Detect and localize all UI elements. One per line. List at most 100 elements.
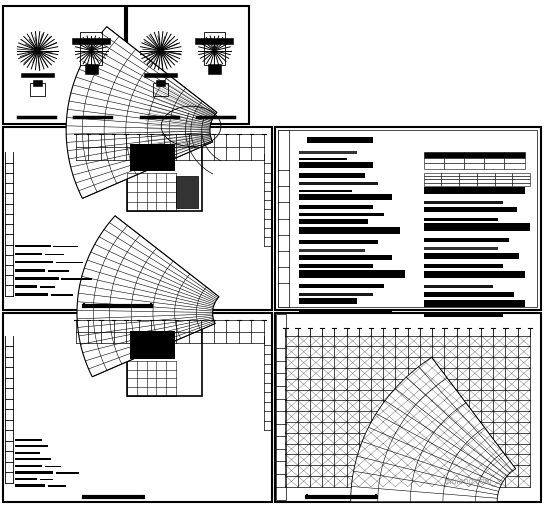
Bar <box>15 445 48 447</box>
Bar <box>444 153 464 158</box>
Bar <box>299 182 379 185</box>
Bar <box>48 485 66 487</box>
Bar <box>278 130 289 308</box>
Bar <box>53 246 78 247</box>
Bar <box>15 458 51 461</box>
Bar <box>299 298 357 305</box>
Bar <box>441 182 459 186</box>
Bar <box>424 153 444 158</box>
Bar <box>203 32 225 65</box>
Bar <box>299 240 379 244</box>
Bar <box>424 182 441 186</box>
Bar <box>15 484 45 487</box>
Bar <box>477 173 494 176</box>
Bar <box>15 452 40 454</box>
Bar <box>299 189 352 191</box>
Bar <box>127 6 249 124</box>
Bar <box>299 284 384 288</box>
Bar <box>157 80 165 86</box>
Bar <box>464 163 484 169</box>
Bar <box>459 173 477 176</box>
Bar <box>424 176 441 179</box>
Bar <box>299 293 373 296</box>
Bar <box>424 158 444 163</box>
Bar <box>441 179 459 182</box>
Bar <box>424 208 517 213</box>
Bar <box>299 270 405 278</box>
Bar <box>15 254 42 256</box>
Bar <box>278 130 537 308</box>
Bar <box>424 179 441 182</box>
Bar <box>512 179 530 182</box>
Bar <box>477 176 494 179</box>
Bar <box>276 315 286 500</box>
Bar <box>424 238 509 242</box>
Bar <box>504 158 524 163</box>
Bar <box>424 291 514 296</box>
Bar <box>15 471 53 474</box>
Bar <box>494 173 512 176</box>
Bar <box>299 213 384 216</box>
Bar <box>129 144 175 171</box>
Bar <box>153 83 168 95</box>
Bar <box>494 179 512 182</box>
Bar <box>145 73 177 77</box>
Bar <box>424 163 444 169</box>
Bar <box>176 176 199 208</box>
Bar <box>40 286 55 288</box>
Bar <box>299 248 365 251</box>
Bar <box>307 137 373 143</box>
Bar <box>424 300 524 307</box>
Bar <box>424 252 520 259</box>
Bar <box>424 218 498 221</box>
Bar <box>208 64 221 74</box>
Polygon shape <box>77 216 219 377</box>
Bar <box>85 64 98 74</box>
Bar <box>477 179 494 182</box>
Bar <box>51 294 73 296</box>
Bar <box>299 205 373 209</box>
Bar <box>72 37 110 43</box>
Bar <box>15 245 51 247</box>
Bar <box>299 310 392 314</box>
Bar <box>275 313 541 502</box>
Bar <box>30 83 45 95</box>
Bar <box>504 153 524 158</box>
Bar <box>33 80 42 86</box>
Bar <box>15 285 37 288</box>
Bar <box>299 264 373 268</box>
Bar <box>484 163 504 169</box>
Bar <box>299 151 357 154</box>
Bar <box>424 223 530 231</box>
Bar <box>464 158 484 163</box>
Bar <box>21 73 54 77</box>
Bar <box>441 173 459 176</box>
Bar <box>15 478 37 480</box>
Bar <box>424 187 524 194</box>
Bar <box>3 6 126 124</box>
Bar <box>15 438 42 441</box>
Bar <box>484 158 504 163</box>
Bar <box>81 32 102 65</box>
Bar <box>15 277 59 280</box>
Bar <box>15 293 48 296</box>
Bar <box>275 127 541 311</box>
Bar <box>459 179 477 182</box>
Bar <box>424 173 441 176</box>
Polygon shape <box>351 358 516 502</box>
Bar <box>424 264 503 268</box>
Bar <box>441 176 459 179</box>
Bar <box>15 269 45 272</box>
Bar <box>494 182 512 186</box>
Bar <box>299 163 373 169</box>
Bar <box>61 278 92 280</box>
Bar <box>512 182 530 186</box>
Bar <box>424 285 493 288</box>
Bar <box>459 176 477 179</box>
Bar <box>48 270 69 272</box>
Bar <box>494 176 512 179</box>
Polygon shape <box>66 27 217 198</box>
Bar <box>127 141 202 211</box>
Bar <box>459 182 477 186</box>
Bar <box>15 261 53 264</box>
